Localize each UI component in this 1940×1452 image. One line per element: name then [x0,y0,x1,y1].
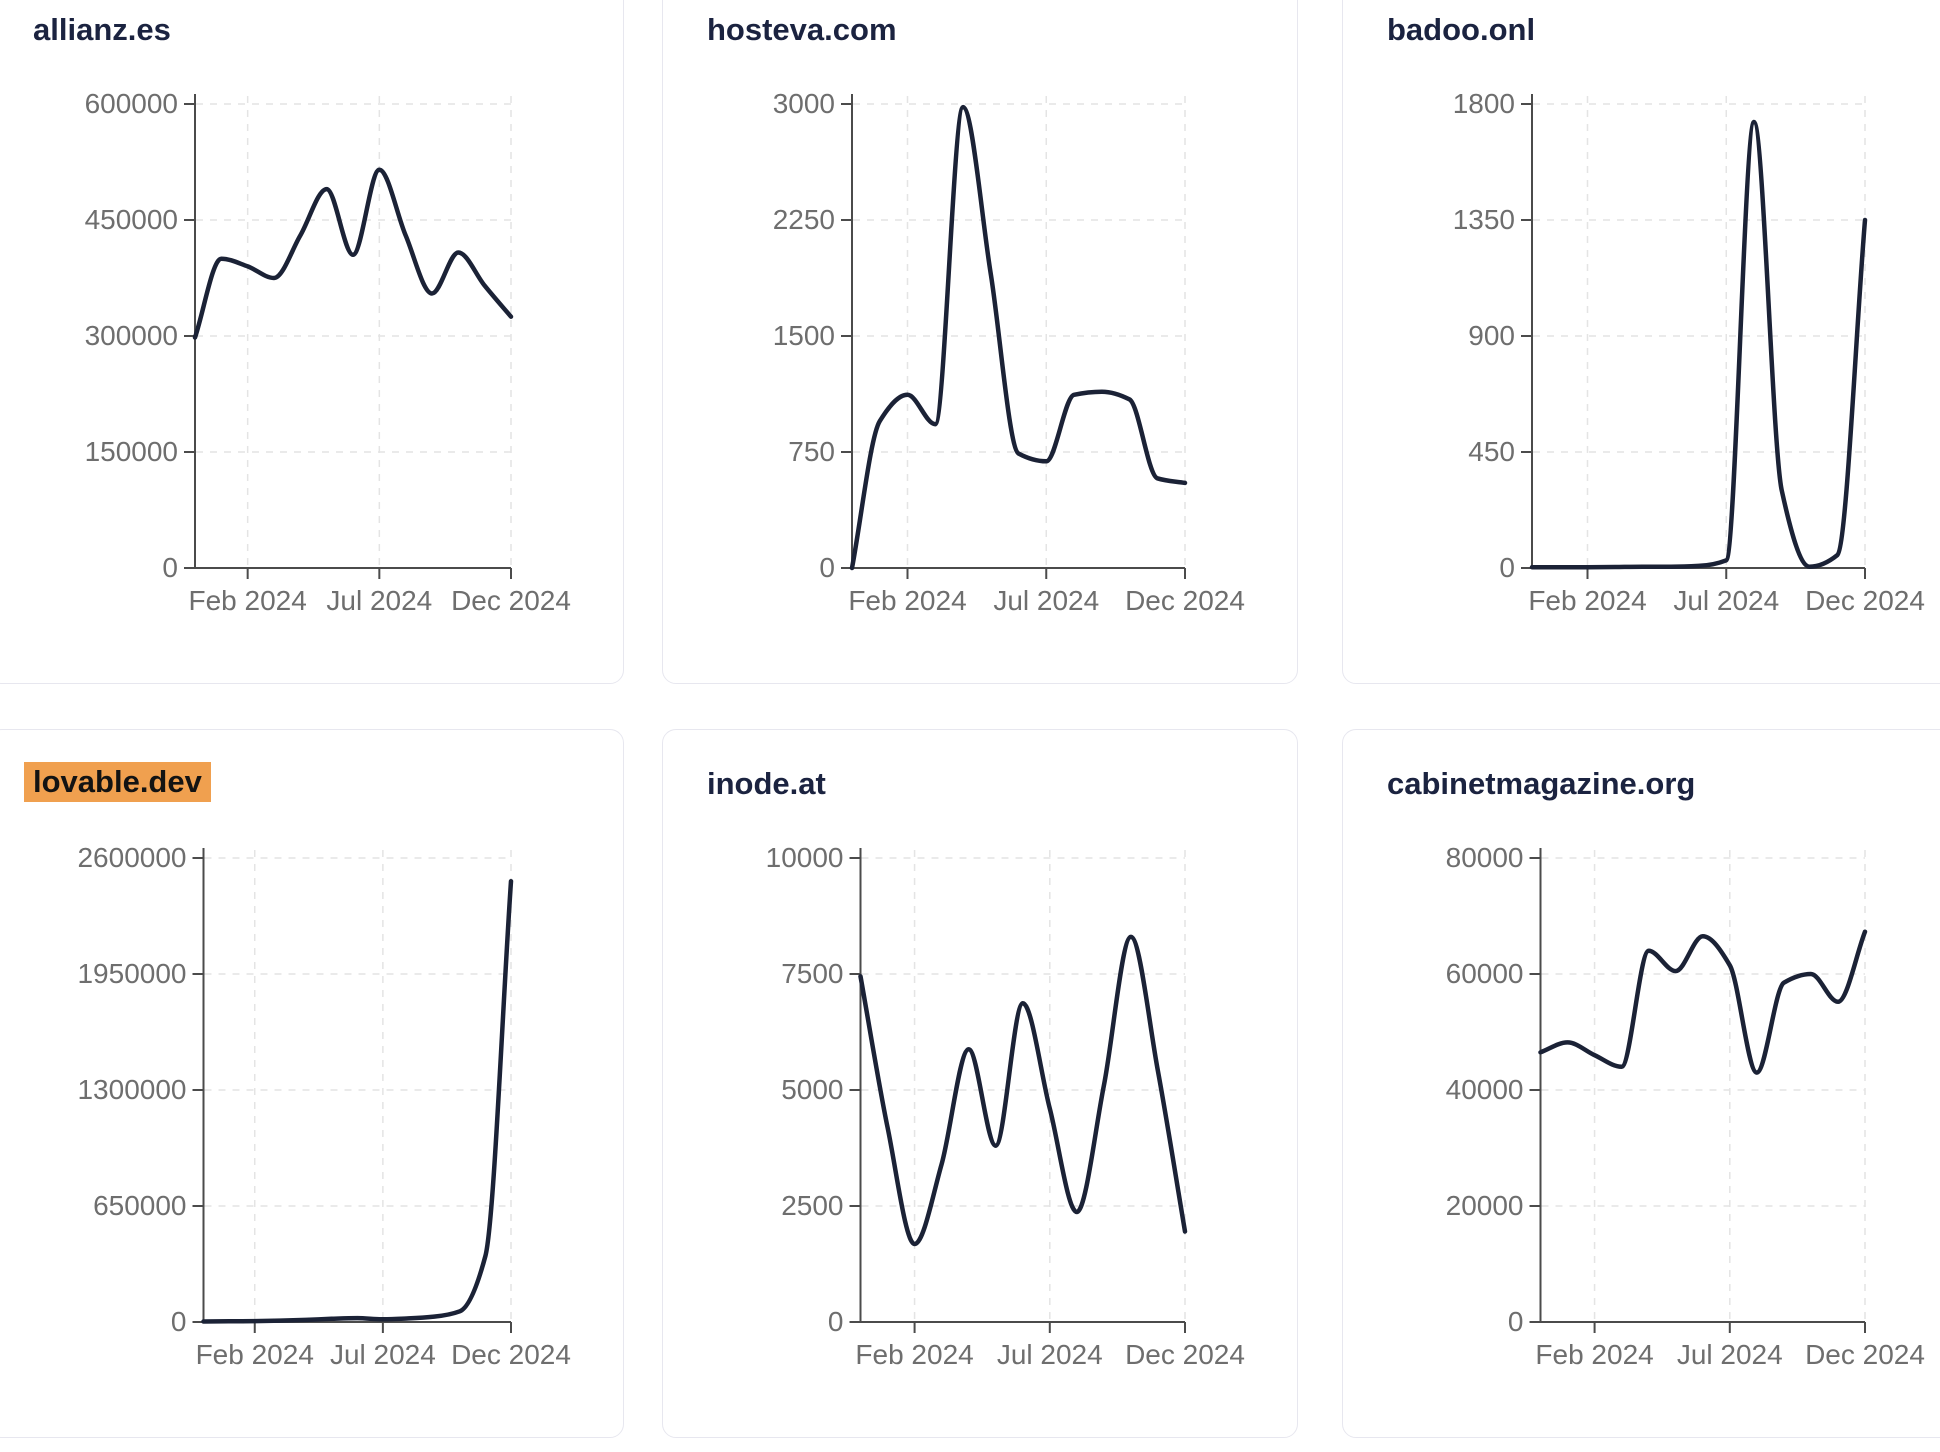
y-tick-label: 750 [788,436,835,467]
chart-card-allianz: allianz.es 600000 450000 300000 150000 0 Feb … [0,0,624,684]
gridlines [853,96,1186,567]
y-tick-label: 10000 [766,842,844,873]
y-tick-label: 60000 [1446,958,1524,989]
tick-labels: 600000 450000 300000 150000 0 Feb 2024 Jul 202… [85,88,571,616]
x-tick-label: Dec 2024 [451,585,571,616]
y-tick-label: 300000 [85,320,178,351]
axes [1529,848,1866,1333]
axes [849,848,1186,1333]
y-tick-label: 2500 [781,1190,843,1221]
y-tick-label: 0 [171,1306,187,1337]
y-tick-label: 1350 [1453,204,1515,235]
chart-card-cabinetmagazine: cabinetmagazine.org 80000 60000 40000 20000… [1342,729,1940,1438]
chart-card-hosteva: hosteva.com 3000 2250 1500 750 0 Feb 2024 Jul … [662,0,1298,684]
gridlines [204,850,512,1321]
gridlines [861,850,1186,1321]
y-tick-label: 20000 [1446,1190,1524,1221]
x-tick-label: Feb 2024 [1535,1339,1653,1370]
tick-labels: 2600000 1950000 1300000 650000 0 Feb 2024 Jul … [77,842,570,1370]
gridlines [1533,96,1866,567]
x-tick-label: Feb 2024 [189,585,307,616]
axes [841,94,1186,579]
x-tick-label: Jul 2024 [997,1339,1103,1370]
y-tick-label: 80000 [1446,842,1524,873]
x-tick-label: Jul 2024 [1677,1339,1783,1370]
x-tick-label: Jul 2024 [330,1339,436,1370]
tick-labels: 1800 1350 900 450 0 Feb 2024 Jul 2024 Dec 2024 [1453,88,1925,616]
x-tick-label: Dec 2024 [1805,1339,1925,1370]
tick-labels: 3000 2250 1500 750 0 Feb 2024 Jul 2024 Dec 2024 [773,88,1245,616]
y-tick-label: 0 [162,552,178,583]
chart-title: hosteva.com [707,12,897,47]
y-tick-label: 2600000 [77,842,186,873]
y-tick-label: 650000 [93,1190,186,1221]
axes [184,94,512,579]
traffic-line-chart: 80000 60000 40000 20000 0 Feb 2024 Jul 2024 Dec… [1446,842,1925,1370]
x-tick-label: Dec 2024 [1805,585,1925,616]
chart-title: cabinetmagazine.org [1387,766,1696,801]
y-tick-label: 7500 [781,958,843,989]
traffic-line-chart: 3000 2250 1500 750 0 Feb 2024 Jul 2024 Dec 2024 [773,88,1245,616]
x-tick-label: Dec 2024 [1125,585,1245,616]
y-tick-label: 0 [1499,552,1515,583]
chart-title: inode.at [707,766,826,801]
y-tick-label: 600000 [85,88,178,119]
y-tick-label: 0 [1508,1306,1524,1337]
y-tick-label: 40000 [1446,1074,1524,1105]
chart-title: badoo.onl [1387,12,1536,47]
y-tick-label: 1800 [1453,88,1515,119]
y-tick-label: 1500 [773,320,835,351]
x-tick-label: Dec 2024 [1125,1339,1245,1370]
x-tick-label: Dec 2024 [451,1339,571,1370]
chart-title: lovable.dev [24,762,211,802]
traffic-series-line [1529,119,1868,570]
x-tick-label: Feb 2024 [855,1339,973,1370]
y-tick-label: 2250 [773,204,835,235]
traffic-series-line [1538,929,1868,1075]
x-tick-label: Jul 2024 [326,585,432,616]
chart-card-lovable: lovable.dev 2600000 1950000 1300000 650000 0… [0,729,624,1438]
traffic-line-chart: 1800 1350 900 450 0 Feb 2024 Jul 2024 Dec 2024 [1453,88,1925,616]
tick-labels: 10000 7500 5000 2500 0 Feb 2024 Jul 2024 Dec 20… [766,842,1245,1370]
chart-card-badoo: badoo.onl 1800 1350 900 450 0 Feb 2024 Jul 202… [1342,0,1940,684]
tick-labels: 80000 60000 40000 20000 0 Feb 2024 Jul 2024 Dec… [1446,842,1925,1370]
x-tick-label: Feb 2024 [848,585,966,616]
y-tick-label: 0 [828,1306,844,1337]
traffic-line-chart: 2600000 1950000 1300000 650000 0 Feb 2024 Jul … [77,842,570,1370]
y-tick-label: 900 [1468,320,1515,351]
y-tick-label: 450000 [85,204,178,235]
y-tick-label: 0 [819,552,835,583]
y-tick-label: 1950000 [77,958,186,989]
y-tick-label: 1300000 [77,1074,186,1105]
y-tick-label: 450 [1468,436,1515,467]
x-tick-label: Jul 2024 [1673,585,1779,616]
traffic-series-line [201,878,514,1324]
y-tick-label: 3000 [773,88,835,119]
y-tick-label: 5000 [781,1074,843,1105]
traffic-series-line [192,167,514,340]
traffic-line-chart: 10000 7500 5000 2500 0 Feb 2024 Jul 2024 Dec 20… [766,842,1245,1370]
gridlines [196,96,512,567]
gridlines [1541,850,1866,1321]
traffic-line-chart: 600000 450000 300000 150000 0 Feb 2024 Jul 202… [85,88,571,616]
traffic-series-line [849,104,1188,571]
x-tick-label: Feb 2024 [1528,585,1646,616]
traffic-series-line [858,934,1188,1247]
chart-title: allianz.es [33,12,171,47]
chart-card-inode: inode.at 10000 7500 5000 2500 0 Feb 2024 Jul 2… [662,729,1298,1438]
x-tick-label: Feb 2024 [196,1339,314,1370]
y-tick-label: 150000 [85,436,178,467]
x-tick-label: Jul 2024 [993,585,1099,616]
